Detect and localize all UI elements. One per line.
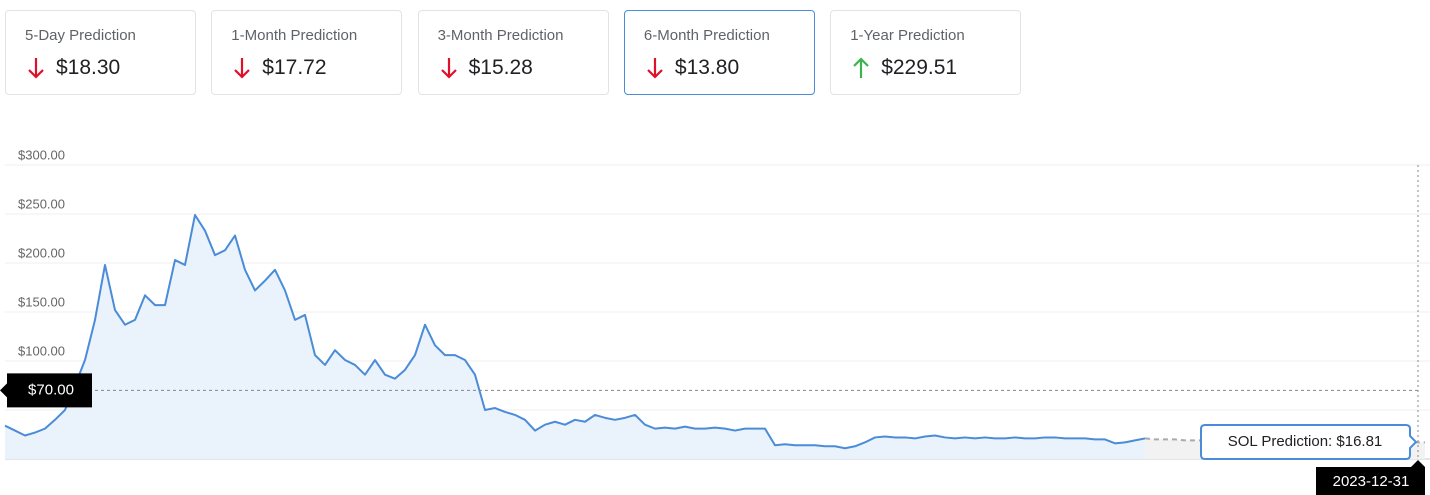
y-tick-label: $250.00 xyxy=(18,196,65,211)
trend-arrow xyxy=(440,58,457,79)
y-crosshair-label-bg xyxy=(0,373,92,408)
trend-arrow xyxy=(28,58,44,79)
trend-arrow xyxy=(234,58,251,79)
card-title: 6-Month Prediction xyxy=(643,27,770,44)
annotation: SOL Prediction: $16.81 xyxy=(1228,433,1383,450)
card-value: $17.72 xyxy=(262,56,327,79)
prediction-card[interactable]: 1-Year Prediction $229.51 xyxy=(830,10,1022,95)
y-tick-label: $100.00 xyxy=(18,343,65,358)
card-title: 1-Month Prediction xyxy=(231,27,358,44)
series-line xyxy=(1144,437,1425,444)
annotation-box xyxy=(1200,424,1418,460)
x-crosshair-label-bg xyxy=(1316,460,1425,495)
trend-arrow xyxy=(853,57,869,78)
prediction-card[interactable]: 3-Month Prediction $15.28 xyxy=(417,10,609,95)
card-title: 5-Day Prediction xyxy=(25,27,136,44)
y-crosshair-label: $70.00 xyxy=(28,381,74,398)
y-tick-label: $150.00 xyxy=(18,294,65,309)
card-value: $18.30 xyxy=(56,56,121,79)
prediction-card[interactable]: 1-Month Prediction $17.72 xyxy=(211,10,403,95)
arrow xyxy=(28,58,44,79)
y-tick-label: $200.00 xyxy=(18,245,65,260)
arrow xyxy=(647,58,663,79)
card-title: 3-Month Prediction xyxy=(437,27,564,44)
trend-arrow xyxy=(647,58,663,79)
series-area xyxy=(5,214,1145,459)
card-value: $15.28 xyxy=(468,56,533,79)
arrow xyxy=(853,57,869,78)
arrow xyxy=(234,58,251,79)
card-title: 1-Year Prediction xyxy=(850,27,965,44)
prediction-card[interactable]: 5-Day Prediction $18.30 xyxy=(5,10,196,95)
y-tick-label: $300.00 xyxy=(18,147,65,162)
prediction-card[interactable]: 6-Month Prediction $13.80 xyxy=(623,10,815,95)
series-line xyxy=(4,213,1146,450)
arrow xyxy=(440,58,457,79)
card-value: $229.51 xyxy=(881,56,958,79)
card-value: $13.80 xyxy=(674,56,740,79)
x-crosshair-label: 2023-12-31 xyxy=(1333,473,1410,490)
